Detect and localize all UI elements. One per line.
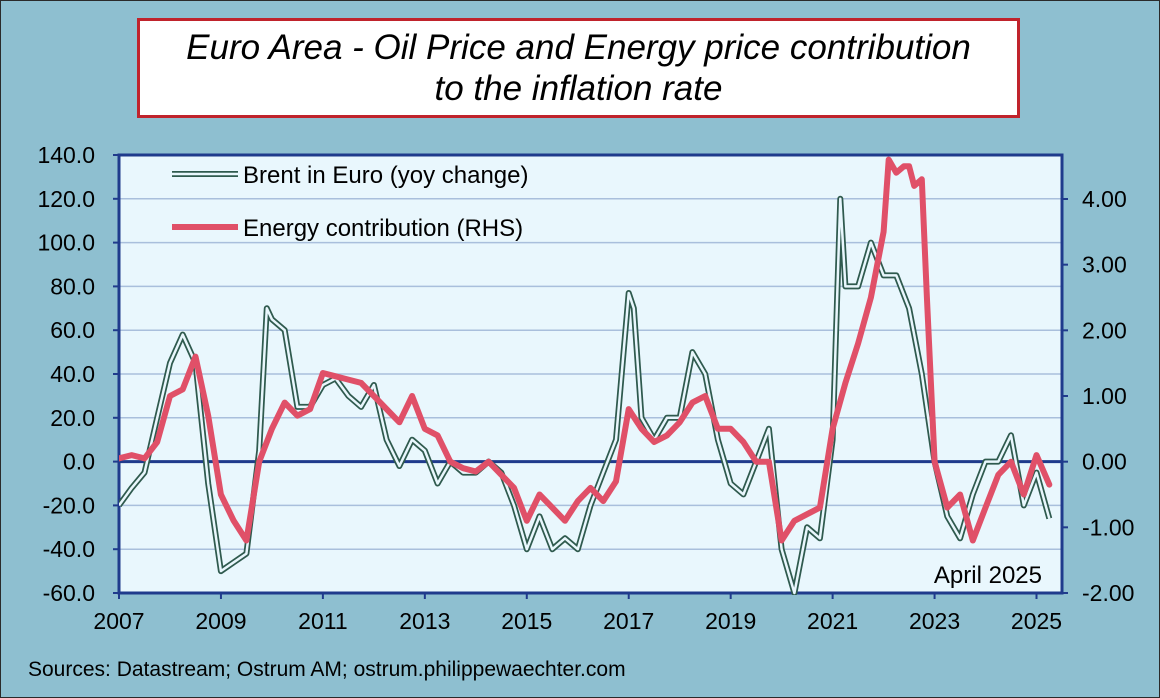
- legend: Brent in Euro (yoy change) Energy contrib…: [172, 162, 528, 242]
- y-right-tick-label: 4.00: [1082, 186, 1127, 212]
- x-tick-label: 2011: [298, 608, 347, 634]
- energy-line: [119, 156, 1053, 544]
- chart-title: Euro Area - Oil Price and Energy price c…: [186, 28, 971, 108]
- y-left-tick-label: 120.0: [37, 186, 95, 212]
- y-left-tick-label: 60.0: [50, 317, 95, 343]
- x-tick-label: 2021: [807, 608, 858, 634]
- source-note: Sources: Datastream; Ostrum AM; ostrum.p…: [28, 658, 626, 681]
- y-left-tick-label: 20.0: [50, 405, 95, 431]
- y-right-tick-label: -2.00: [1082, 580, 1134, 606]
- legend-brent-label: Brent in Euro (yoy change): [243, 162, 528, 189]
- y-left-tick-label: -60.0: [43, 580, 95, 606]
- y-left-tick-label: -40.0: [43, 536, 95, 562]
- y-right-tick-label: 0.00: [1082, 449, 1127, 475]
- legend-energy-label: Energy contribution (RHS): [243, 215, 523, 242]
- y-right-tick-label: 1.00: [1082, 383, 1127, 409]
- y-left-tick-label: 140.0: [37, 142, 95, 168]
- series-group: [119, 156, 1053, 595]
- x-tick-label: 2017: [603, 608, 654, 634]
- x-tick-label: 2015: [501, 608, 552, 634]
- x-tick-label: 2025: [1011, 608, 1062, 634]
- x-tick-label: 2023: [909, 608, 960, 634]
- x-tick-label: 2009: [195, 608, 246, 634]
- y-right-tick-label: 2.00: [1082, 317, 1127, 343]
- x-tick-label: 2013: [399, 608, 450, 634]
- y-left-tick-label: 80.0: [50, 273, 95, 299]
- y-left-tick-label: 40.0: [50, 361, 95, 387]
- y-left-tick-label: 100.0: [37, 230, 95, 256]
- chart-title-box: Euro Area - Oil Price and Energy price c…: [137, 18, 1020, 118]
- x-tick-label: 2019: [705, 608, 756, 634]
- y-left-tick-label: -20.0: [43, 492, 95, 518]
- date-note: April 2025: [934, 562, 1042, 589]
- y-right-tick-label: -1.00: [1082, 514, 1134, 540]
- brent-line-inner: [119, 197, 1051, 595]
- y-left-tick-label: 0.0: [63, 449, 95, 475]
- x-tick-label: 2007: [93, 608, 144, 634]
- y-right-tick-label: 3.00: [1082, 252, 1127, 278]
